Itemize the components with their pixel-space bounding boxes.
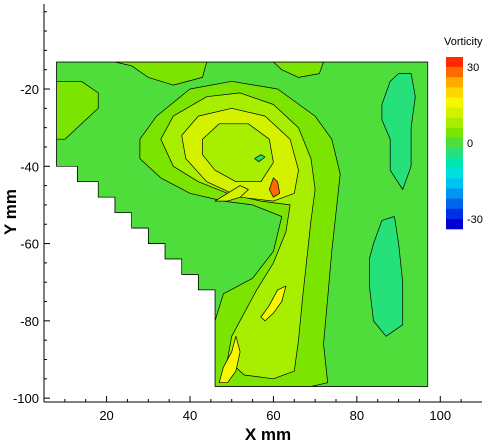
y-tick-label: -40 [20,159,39,174]
contour-region-12 [254,154,266,163]
legend-swatch [446,97,463,108]
legend-swatch [446,107,463,118]
legend-swatch [446,87,463,98]
y-tick-label: -80 [20,314,39,329]
legend-swatch [446,158,463,169]
contour-region-13 [381,73,416,190]
x-tick-label: 20 [99,408,113,423]
x-tick-label: 80 [350,408,364,423]
legend-swatch [446,67,463,78]
y-axis-title: Y mm [1,189,20,235]
contour-region-7 [202,123,274,183]
y-tick-label: -100 [13,391,39,406]
contour-region-14 [369,216,404,337]
x-axis-ticks: 20 40 60 80 100 [64,396,462,423]
contour-region-10 [218,335,241,384]
x-tick-label: 60 [266,408,280,423]
legend-swatch [446,188,463,199]
contour-region-8 [214,185,249,202]
contour-region-2 [273,62,324,78]
legend-swatch [446,137,463,149]
legend-swatch [446,198,463,209]
y-tick-label: -60 [20,237,39,252]
legend-title: Vorticity [444,36,483,48]
legend-swatch [446,178,463,189]
domain-outline [56,61,429,387]
contour-region-1 [114,62,208,86]
contour-regions [56,62,428,387]
legend-tick-label: -30 [467,214,483,226]
vorticity-legend: Vorticity 30 0 -30 [444,36,483,230]
legend-tick-labels: 30 0 -30 [467,62,483,226]
axes: 20 40 60 80 100 -20 -40 -60 -80 -100 X mm Y mm [1,4,482,443]
legend-swatch [446,57,463,68]
legend-swatches [446,57,463,230]
y-tick-label: -20 [20,82,39,97]
legend-tick-label: 30 [467,62,479,74]
plot-area [56,61,429,387]
contour-region-3 [56,80,99,140]
contour-region-11 [268,177,281,198]
legend-swatch [446,168,463,179]
x-tick-label: 100 [429,408,451,423]
legend-swatch [446,208,463,220]
x-axis-title: X mm [245,425,291,443]
legend-swatch [446,148,463,159]
contour-region-9 [260,285,287,322]
legend-swatch [446,77,463,88]
legend-swatch [446,127,463,139]
legend-tick-label: 0 [467,138,473,150]
x-tick-label: 40 [183,408,197,423]
legend-swatch [446,218,463,230]
y-axis-ticks: -20 -40 -60 -80 -100 [13,11,50,406]
legend-swatch [446,117,463,129]
